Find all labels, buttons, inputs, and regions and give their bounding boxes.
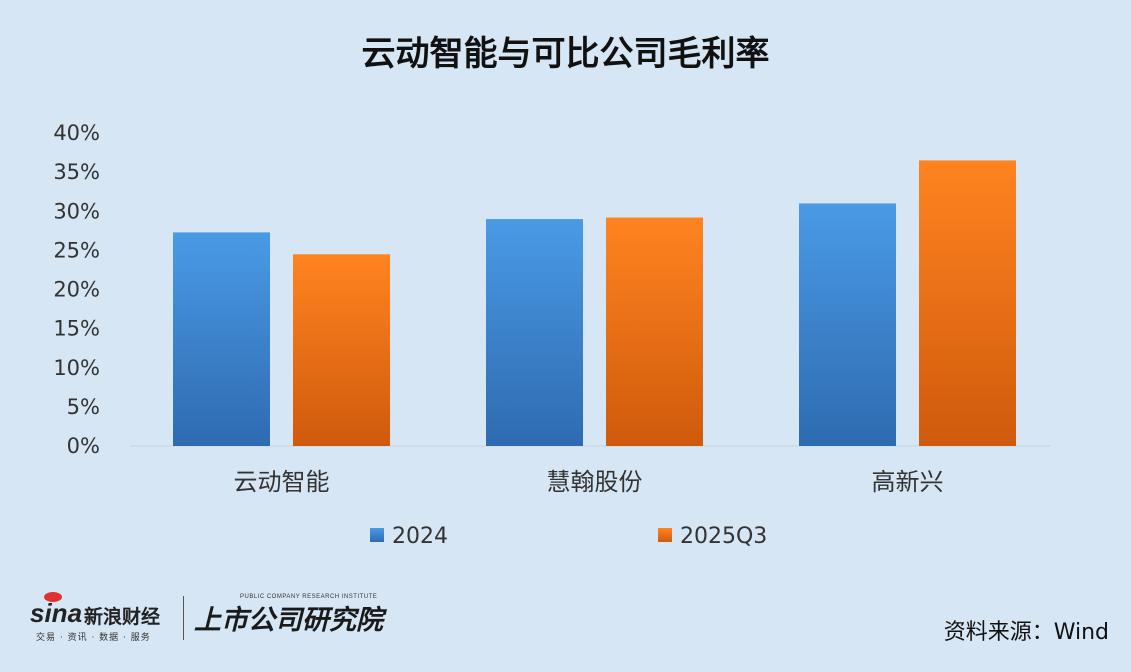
sina-eye-logo (44, 592, 62, 602)
y-tick-label: 40% (53, 121, 100, 145)
y-tick-label: 5% (67, 395, 100, 419)
legend-label: 2025Q3 (680, 524, 767, 549)
bar-2025q3-2 (919, 160, 1016, 446)
logo-area: sina 新浪财经 交易 · 资讯 · 数据 · 服务 PUBLIC COMPA… (28, 592, 408, 652)
x-tick-label: 高新兴 (872, 468, 944, 496)
institute-logo-text: 上市公司研究院 (194, 605, 383, 636)
legend: 2024 2025Q3 (370, 524, 767, 549)
bar-2025q3-0 (293, 254, 390, 446)
source-note: 资料来源：Wind (943, 620, 1109, 645)
bar-2024-2 (799, 203, 896, 446)
y-tick-label: 30% (53, 199, 100, 223)
y-tick-label: 35% (53, 160, 100, 184)
legend-swatch (370, 528, 384, 542)
y-tick-label: 15% (53, 317, 100, 341)
bar-chart: 0% 5% 10% 15% 20% 25% 30% 35% 40% 云动智能 慧翰股份 高新兴 20… (53, 121, 1050, 549)
bar-2025q3-1 (606, 217, 703, 446)
institute-logo-en: PUBLIC COMPANY RESEARCH INSTITUTE (240, 594, 378, 600)
legend-label: 2024 (392, 524, 448, 549)
x-axis-labels: 云动智能 慧翰股份 高新兴 (234, 468, 944, 496)
bars (173, 160, 1016, 446)
y-tick-label: 10% (53, 356, 100, 380)
logo-divider (183, 596, 184, 640)
bar-2024-1 (486, 219, 583, 446)
chart-title: 云动智能与可比公司毛利率 (361, 34, 770, 74)
x-tick-label: 云动智能 (234, 468, 330, 496)
sina-logo-subtitle: 交易 · 资讯 · 数据 · 服务 (36, 633, 151, 643)
x-tick-label: 慧翰股份 (547, 468, 643, 496)
sina-finance-logo-text: 新浪财经 (84, 606, 161, 628)
y-tick-label: 25% (53, 238, 100, 262)
sina-logo-text: sina (30, 598, 83, 628)
y-axis: 0% 5% 10% 15% 20% 25% 30% 35% 40% (53, 121, 100, 458)
bar-2024-0 (173, 232, 270, 446)
legend-swatch (658, 528, 672, 542)
y-tick-label: 20% (53, 278, 100, 302)
y-tick-label: 0% (67, 434, 100, 458)
